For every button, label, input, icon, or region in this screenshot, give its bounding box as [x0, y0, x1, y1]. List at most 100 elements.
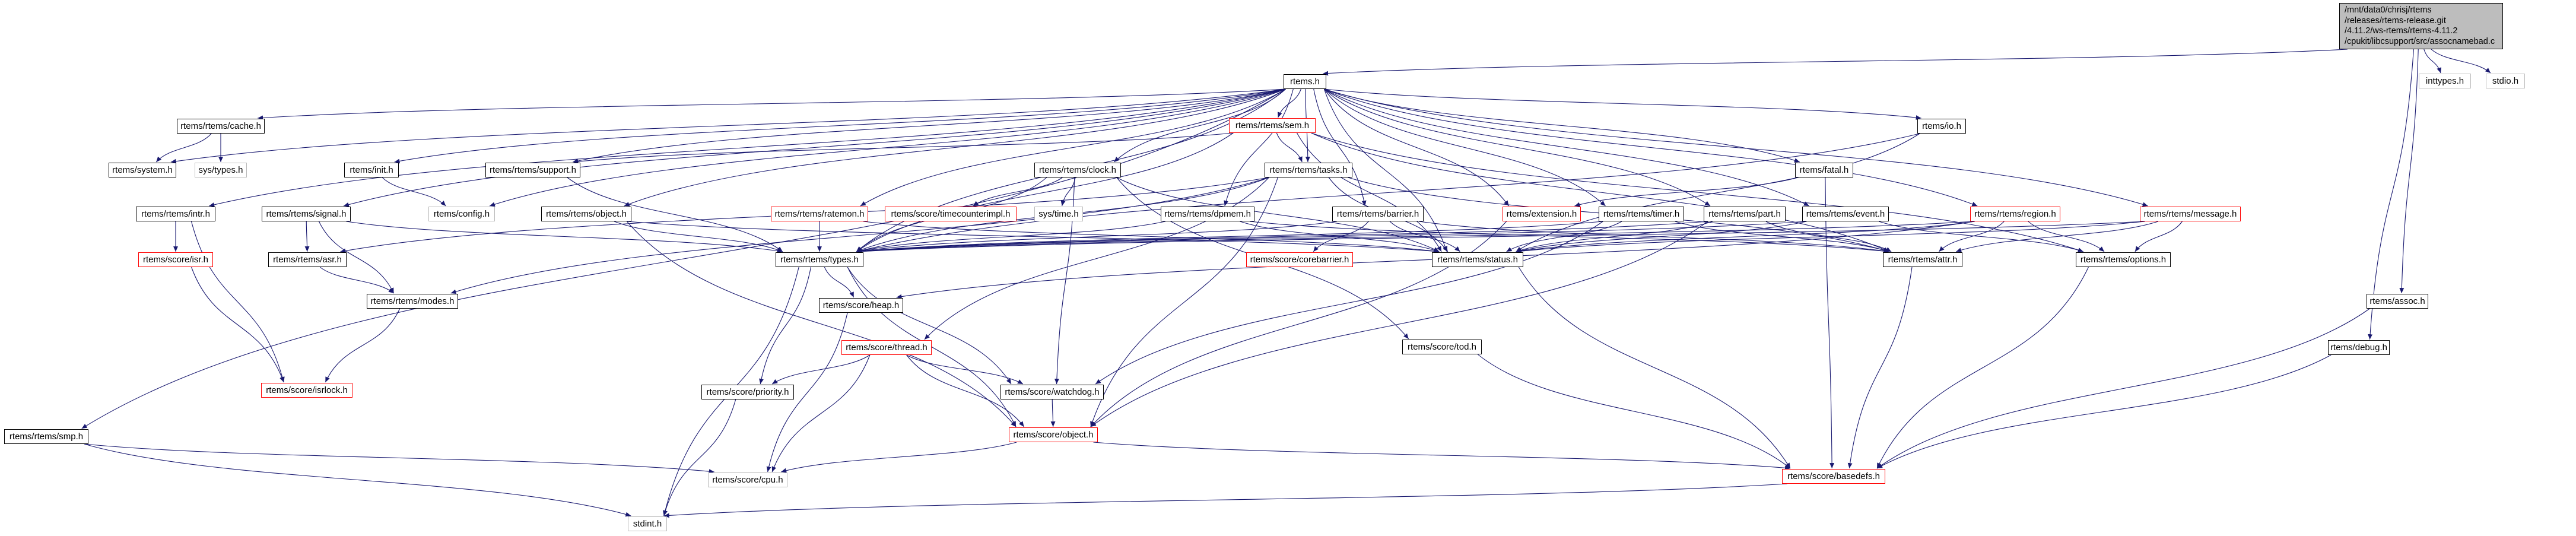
edge-object_rtems_h-to-object_score_h [626, 221, 1017, 427]
edge-types_h-to-object_score_h [847, 267, 1017, 427]
node-system_h[interactable]: rtems/system.h [109, 163, 176, 177]
node-cache_h[interactable]: rtems/rtems/cache.h [177, 119, 265, 134]
node-options_h[interactable]: rtems/rtems/options.h [2076, 252, 2171, 267]
edge-rtems_h-to-clock_h [1113, 88, 1286, 163]
edge-rtems_h-to-system_h [170, 88, 1286, 164]
edge-rtems_h-to-extension_h [1323, 88, 1510, 207]
node-thread_h[interactable]: rtems/score/thread.h [841, 340, 932, 355]
node-sem_h[interactable]: rtems/rtems/sem.h [1229, 118, 1316, 133]
node-intr_h[interactable]: rtems/rtems/intr.h [136, 207, 215, 221]
node-region_h[interactable]: rtems/rtems/region.h [1970, 207, 2060, 221]
node-message_h[interactable]: rtems/rtems/message.h [2140, 207, 2241, 221]
edge-rtems_h-to-io_h [1324, 88, 1921, 120]
node-assoc_h[interactable]: rtems/assoc.h [2367, 294, 2428, 309]
node-fatal_h[interactable]: rtems/fatal.h [1795, 163, 1853, 177]
edge-tasks_h-to-thread_h [924, 177, 1269, 340]
node-io_h[interactable]: rtems/io.h [1917, 119, 1966, 134]
edge-rtems_h-to-support_h [573, 88, 1286, 163]
edge-debug_h-to-basedefs_h [1876, 354, 2332, 469]
node-cpu_h[interactable]: rtems/score/cpu.h [708, 472, 787, 487]
node-init_h[interactable]: rtems/init.h [344, 163, 399, 177]
edge-region_h-to-options_h [2028, 221, 2105, 252]
edge-timer_h-to-types_h [856, 221, 1603, 254]
node-extension_h[interactable]: rtems/extension.h [1503, 207, 1581, 221]
edge-init_h-to-config_h [382, 177, 446, 207]
edge-rtems_h-to-fatal_h [1324, 88, 1800, 163]
node-timecounterimpl_h[interactable]: rtems/score/timecounterimpl.h [885, 207, 1017, 221]
edge-smp_h-to-cpu_h [84, 443, 714, 474]
edge-thread_h-to-priority_h [771, 354, 871, 385]
node-signal_h[interactable]: rtems/rtems/signal.h [262, 207, 351, 221]
edge-event_h-to-options_h [1878, 221, 2083, 253]
edge-signal_h-to-types_h [346, 221, 783, 253]
node-modes_h[interactable]: rtems/rtems/modes.h [367, 294, 458, 309]
node-config_h[interactable]: rtems/config.h [428, 207, 495, 221]
edge-message_h-to-attr_h [1956, 221, 2159, 252]
edge-rtems_h-to-init_h [394, 88, 1286, 164]
root-label-line: /4.11.2/ws-rtems/rtems-4.11.2 [2345, 26, 2458, 36]
edge-intr_h-to-isrlock_h [190, 221, 285, 383]
node-inttypes_h[interactable]: inttypes.h [2419, 74, 2471, 88]
edge-rtems_h-to-timer_h [1324, 88, 1606, 207]
node-status_h[interactable]: rtems/rtems/status.h [1432, 252, 1523, 267]
edge-tasks_h-to-object_score_h [1090, 177, 1278, 427]
edge-tod_h-to-basedefs_h [1477, 354, 1791, 469]
node-dpmem_h[interactable]: rtems/rtems/dpmem.h [1161, 207, 1254, 221]
edge-barrier_h-to-attr_h [1419, 221, 1889, 253]
node-rtems_h[interactable]: rtems.h [1284, 74, 1326, 89]
node-clock_h[interactable]: rtems/rtems/clock.h [1034, 163, 1121, 177]
node-isr_h[interactable]: rtems/score/isr.h [138, 252, 213, 267]
node-attr_h[interactable]: rtems/rtems/attr.h [1883, 252, 1962, 267]
edge-rtems_h-to-status_h [1323, 88, 1448, 252]
node-watchdog_h[interactable]: rtems/score/watchdog.h [1000, 385, 1104, 399]
edge-rtems_h-to-event_h [1324, 88, 1809, 207]
root-source-file-node: /mnt/data0/chrisj/rtems/releases/rtems-r… [2339, 3, 2503, 49]
node-object_rtems_h[interactable]: rtems/rtems/object.h [541, 207, 631, 221]
edge-rtems_h-to-message_h [1324, 88, 2148, 207]
edge-root-to-stdio_h [2431, 49, 2491, 74]
edge-rtems_h-to-sem_h [1278, 88, 1301, 118]
node-tasks_h[interactable]: rtems/rtems/tasks.h [1265, 163, 1352, 177]
edge-smp_h-to-stdint_h [84, 443, 631, 517]
edge-rtems_h-to-object_rtems_h [624, 88, 1286, 207]
node-smp_h[interactable]: rtems/rtems/smp.h [4, 429, 88, 444]
node-event_h[interactable]: rtems/rtems/event.h [1802, 207, 1889, 221]
edge-object_rtems_h-to-types_h [614, 221, 783, 252]
edge-ratemon_h-to-status_h [863, 221, 1440, 253]
edge-attr_h-to-basedefs_h [1847, 267, 1913, 469]
edge-watchdog_h-to-object_score_h [1050, 399, 1056, 427]
edge-signal_h-to-asr_h [304, 221, 310, 252]
edge-rtems_h-to-config_h [489, 88, 1286, 207]
node-corebarrier_h[interactable]: rtems/score/corebarrier.h [1246, 252, 1353, 267]
node-types_h[interactable]: rtems/rtems/types.h [776, 252, 863, 267]
node-tod_h[interactable]: rtems/score/tod.h [1402, 340, 1482, 354]
edge-basedefs_h-to-stdint_h [663, 483, 1787, 518]
node-heap_h[interactable]: rtems/score/heap.h [819, 298, 903, 313]
node-ratemon_h[interactable]: rtems/rtems/ratemon.h [771, 207, 868, 221]
edge-root-to-assoc_h [2399, 49, 2419, 294]
node-stdio_h[interactable]: stdio.h [2486, 74, 2525, 88]
edge-rtems_h-to-signal_h [343, 88, 1286, 207]
node-stdint_h[interactable]: stdint.h [628, 516, 667, 531]
node-basedefs_h[interactable]: rtems/score/basedefs.h [1782, 469, 1885, 484]
node-object_score_h[interactable]: rtems/score/object.h [1009, 427, 1098, 442]
node-barrier_h[interactable]: rtems/rtems/barrier.h [1332, 207, 1424, 221]
node-asr_h[interactable]: rtems/rtems/asr.h [268, 252, 347, 267]
edge-rtems_h-to-ratemon_h [860, 88, 1286, 207]
node-sys_time_h[interactable]: sys/time.h [1034, 207, 1083, 221]
node-timer_h[interactable]: rtems/rtems/timer.h [1599, 207, 1684, 221]
node-debug_h[interactable]: rtems/debug.h [2328, 340, 2390, 355]
edge-part_h-to-object_score_h [1090, 221, 1708, 427]
node-isrlock_h[interactable]: rtems/score/isrlock.h [261, 383, 352, 398]
node-support_h[interactable]: rtems/rtems/support.h [485, 163, 580, 177]
edge-sem_h-to-options_h [1311, 132, 2083, 252]
node-priority_h[interactable]: rtems/score/priority.h [701, 385, 794, 399]
edge-sem_h-to-status_h [1297, 132, 1442, 252]
edge-root-to-debug_h [2368, 49, 2414, 340]
node-part_h[interactable]: rtems/rtems/part.h [1704, 207, 1786, 221]
edge-clock_h-to-status_h [1116, 177, 1440, 252]
edge-heap_h-to-cpu_h [766, 312, 848, 472]
node-sys_types_h[interactable]: sys/types.h [195, 163, 247, 177]
edge-tasks_h-to-modes_h [450, 177, 1269, 294]
edge-object_rtems_h-to-status_h [627, 221, 1440, 254]
